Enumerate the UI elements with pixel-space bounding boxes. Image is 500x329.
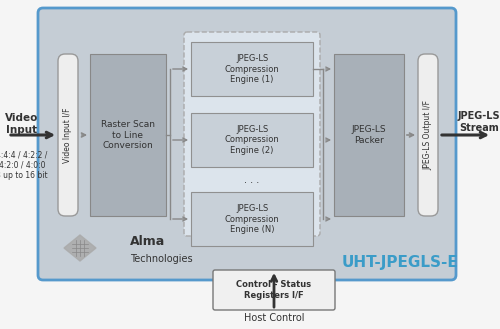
Text: Control - Status
Registers I/F: Control - Status Registers I/F [236,280,312,300]
FancyBboxPatch shape [213,270,335,310]
FancyBboxPatch shape [184,32,320,236]
Text: Host Control: Host Control [244,313,304,323]
Text: Video
Input: Video Input [6,113,38,135]
Text: JPEG-LS Output I/F: JPEG-LS Output I/F [424,100,432,170]
FancyBboxPatch shape [38,8,456,280]
Bar [191,113,313,167]
Bar [334,54,404,216]
Text: . . .: . . . [244,175,260,185]
Bar [90,54,166,216]
Text: JPEG-LS
Compression
Engine (N): JPEG-LS Compression Engine (N) [224,204,280,234]
Text: 4:4:4 / 4:2:2 /
4:2:0 / 4:0:0
8 up to 16 bit: 4:4:4 / 4:2:2 / 4:2:0 / 4:0:0 8 up to 16… [0,150,48,180]
Bar [191,42,313,96]
Text: Video Input I/F: Video Input I/F [64,107,72,163]
Text: JPEG-LS
Compression
Engine (1): JPEG-LS Compression Engine (1) [224,54,280,84]
FancyBboxPatch shape [58,54,78,216]
Text: JPEG-LS
Compression
Engine (2): JPEG-LS Compression Engine (2) [224,125,280,155]
Text: Raster Scan
to Line
Conversion: Raster Scan to Line Conversion [101,120,155,150]
Text: Technologies: Technologies [130,254,192,264]
FancyBboxPatch shape [418,54,438,216]
Bar [191,192,313,246]
Polygon shape [64,235,96,261]
Text: JPEG-LS
Packer: JPEG-LS Packer [352,125,386,145]
Text: UHT-JPEGLS-E: UHT-JPEGLS-E [342,256,458,270]
Text: Alma: Alma [130,235,165,248]
Text: JPEG-LS
Stream: JPEG-LS Stream [458,111,500,133]
